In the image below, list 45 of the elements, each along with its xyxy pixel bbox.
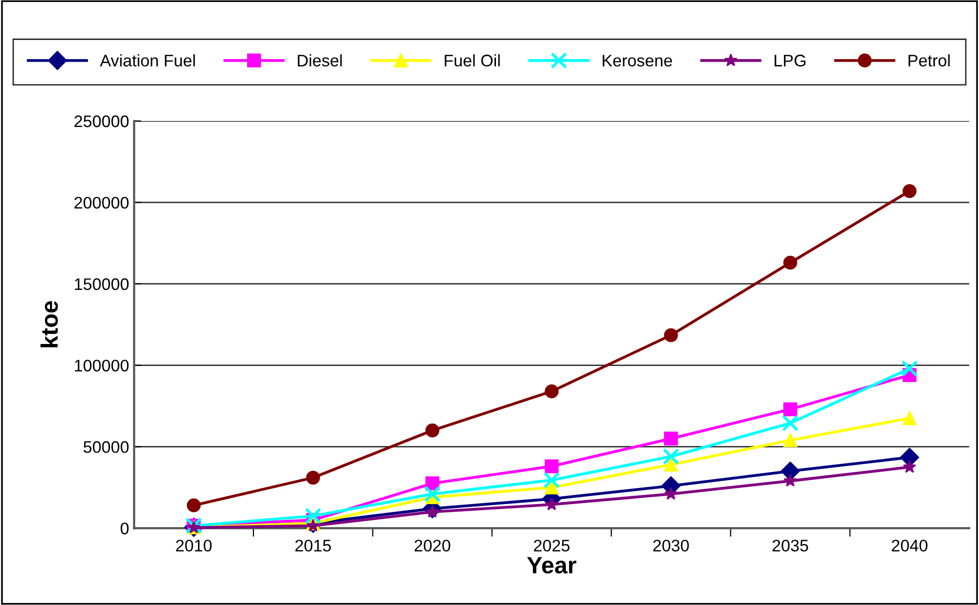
point <box>783 402 798 416</box>
y-tick-label: 150000 <box>74 278 129 290</box>
y-axis-title: ktoe <box>40 301 58 348</box>
point <box>424 486 441 502</box>
x-tick-label: 2030 <box>653 540 689 552</box>
point <box>306 470 320 485</box>
point <box>304 508 322 524</box>
point <box>543 472 560 488</box>
x-tick-label: 2035 <box>772 540 808 552</box>
point <box>664 458 678 472</box>
point <box>783 256 798 270</box>
x-tick-label: 2025 <box>534 540 570 552</box>
point <box>664 487 678 500</box>
point <box>306 518 320 532</box>
y-tick-label: 250000 <box>74 115 129 128</box>
legend-label: Petrol <box>908 54 950 66</box>
x-axis-title: Year <box>527 557 576 574</box>
point <box>425 424 440 438</box>
x-tick-label: 2020 <box>414 540 450 552</box>
point <box>664 432 678 446</box>
y-tick-label: 200000 <box>74 196 129 209</box>
point <box>902 184 917 198</box>
point <box>664 328 678 342</box>
point <box>782 414 799 432</box>
point <box>186 498 201 512</box>
point <box>902 460 916 473</box>
y-tick-label: 0 <box>120 522 129 534</box>
point <box>544 459 559 474</box>
point <box>901 360 918 377</box>
y-tick-label: 50000 <box>84 441 129 453</box>
point <box>544 384 559 398</box>
legend-label: LPG <box>774 54 806 66</box>
legend-label: Diesel <box>298 54 342 66</box>
point <box>783 433 798 448</box>
y-tick-label: 100000 <box>74 360 129 372</box>
x-tick-label: 2040 <box>892 540 928 552</box>
legend-label: Fuel Oil <box>444 54 500 66</box>
point <box>902 411 917 426</box>
point <box>784 474 797 487</box>
x-tick-label: 2010 <box>176 540 212 552</box>
x-tick-label: 2015 <box>295 540 331 552</box>
point <box>544 480 559 494</box>
legend-label: Aviation Fuel <box>100 54 195 66</box>
legend-label: Kerosene <box>602 54 672 66</box>
point <box>662 448 680 465</box>
